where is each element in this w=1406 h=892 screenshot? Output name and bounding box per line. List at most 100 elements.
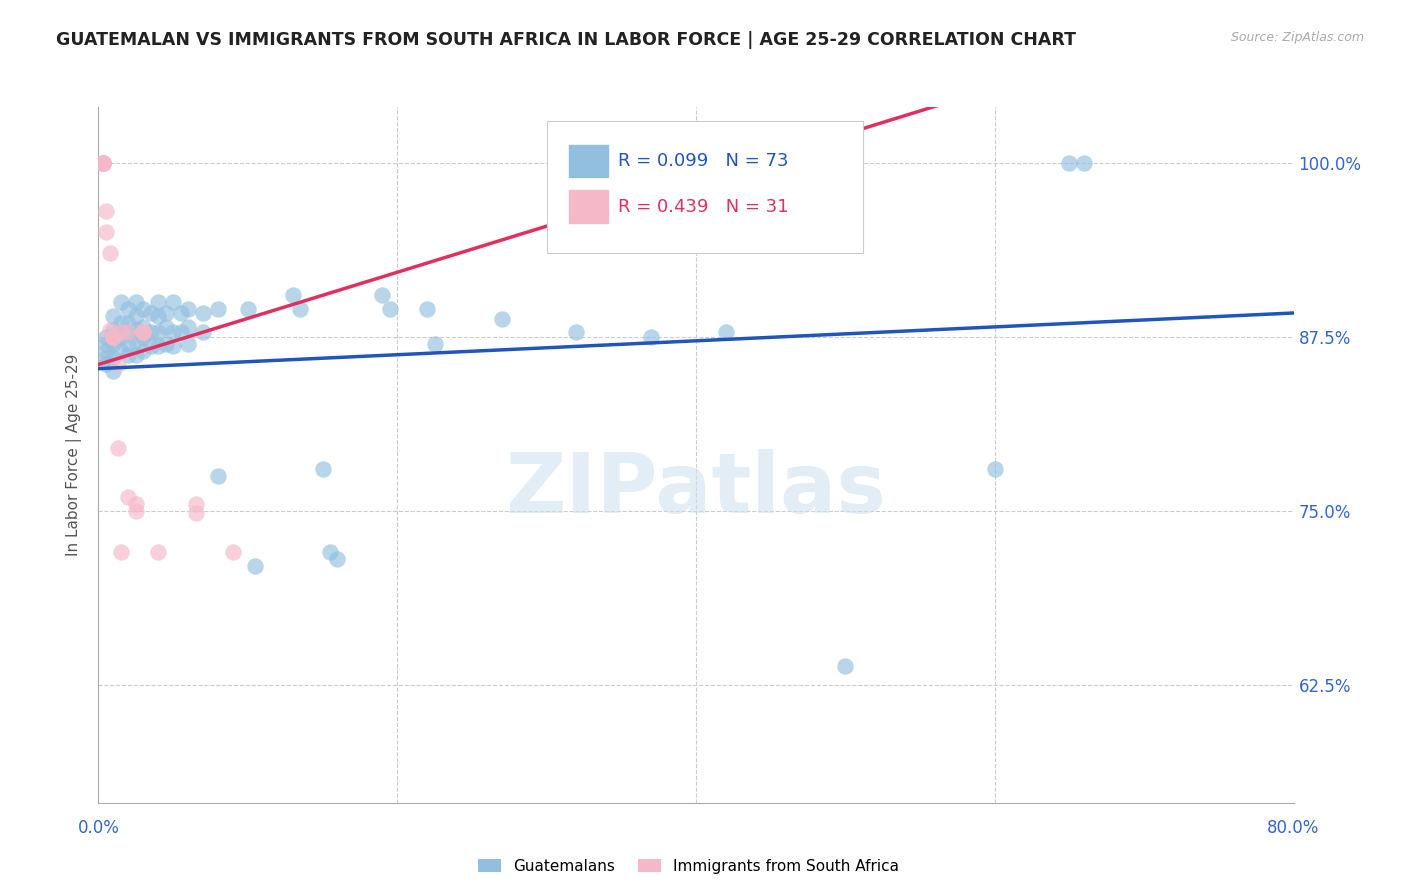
Point [319,545,342,559]
Point [117,348,139,362]
Text: GUATEMALAN VS IMMIGRANTS FROM SOUTH AFRICA IN LABOR FORCE | AGE 25-29 CORRELATIO: GUATEMALAN VS IMMIGRANTS FROM SOUTH AFRI… [56,31,1076,49]
Point [103,309,125,323]
Point [110,343,132,358]
Point [94,343,117,358]
Point [162,294,184,309]
Point [94,336,117,351]
Point [169,326,191,340]
Point [148,309,170,323]
Text: 0.0%: 0.0% [77,820,120,838]
Point [1073,155,1095,169]
Point [94,204,117,219]
Point [117,301,139,316]
Point [281,288,304,302]
FancyBboxPatch shape [569,145,607,178]
Text: ZIPatlas: ZIPatlas [506,450,886,530]
Point [132,326,155,340]
Point [640,329,662,343]
Point [125,497,148,511]
Point [103,329,125,343]
Point [103,351,125,365]
Point [184,507,207,521]
Point [125,323,148,337]
Point [191,326,214,340]
Point [125,348,148,362]
Point [100,323,122,337]
Point [177,336,200,351]
Point [155,319,177,334]
Point [125,294,148,309]
Point [125,503,148,517]
Point [107,358,129,372]
Point [423,336,446,351]
Point [245,559,267,574]
Point [94,351,117,365]
Point [162,326,184,340]
Text: R = 0.439   N = 31: R = 0.439 N = 31 [619,197,789,216]
Point [125,334,148,348]
Point [207,468,229,483]
Point [117,336,139,351]
Point [177,301,200,316]
Point [100,246,122,260]
Point [132,326,155,340]
Text: 80.0%: 80.0% [1267,820,1320,838]
Point [91,155,114,169]
Point [107,441,129,455]
Point [132,319,155,334]
Text: Source: ZipAtlas.com: Source: ZipAtlas.com [1230,31,1364,45]
Point [103,336,125,351]
Point [139,339,162,353]
Point [288,301,311,316]
Point [155,306,177,320]
Point [132,343,155,358]
Point [1059,155,1081,169]
Point [132,301,155,316]
Point [110,326,132,340]
Y-axis label: In Labor Force | Age 25-29: In Labor Force | Age 25-29 [66,354,83,556]
Point [378,301,401,316]
Point [222,545,245,559]
Point [125,309,148,323]
Point [148,294,170,309]
Point [236,301,259,316]
Point [714,326,737,340]
Point [91,155,114,169]
Text: R = 0.099   N = 73: R = 0.099 N = 73 [619,152,789,169]
Point [117,316,139,330]
Point [91,155,114,169]
Point [169,306,191,320]
Point [91,155,114,169]
Point [491,311,513,326]
Point [117,326,139,340]
FancyBboxPatch shape [547,121,863,253]
Point [207,301,229,316]
Point [103,329,125,343]
Point [191,306,214,320]
Point [565,326,588,340]
Point [103,329,125,343]
Point [371,288,394,302]
Point [94,225,117,239]
FancyBboxPatch shape [569,190,607,222]
Point [148,326,170,340]
Point [139,326,162,340]
Point [117,326,139,340]
Point [110,294,132,309]
Point [94,329,117,343]
Point [91,155,114,169]
Point [184,497,207,511]
Point [110,329,132,343]
Point [91,155,114,169]
Point [139,306,162,320]
Point [103,364,125,378]
Point [103,323,125,337]
Point [110,316,132,330]
Point [155,336,177,351]
Point [117,490,139,504]
Point [91,155,114,169]
Point [94,358,117,372]
Point [834,659,856,673]
Point [162,339,184,353]
Point [132,329,155,343]
